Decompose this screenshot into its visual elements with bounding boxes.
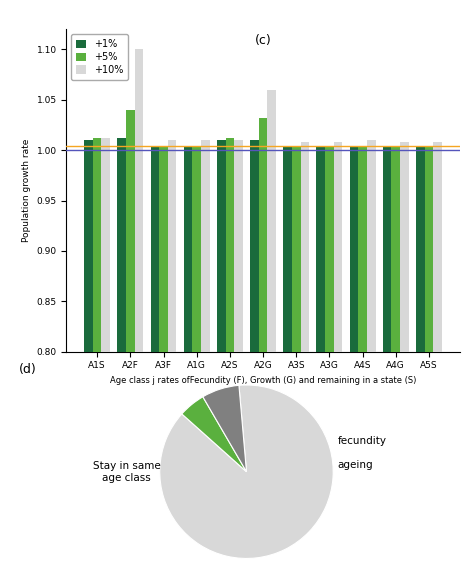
Bar <box>301 142 309 586</box>
Bar <box>184 146 192 586</box>
Bar <box>334 142 342 586</box>
Bar <box>358 146 367 586</box>
Bar <box>292 146 301 586</box>
Bar <box>93 138 101 586</box>
Bar <box>226 138 234 586</box>
Bar <box>168 140 176 586</box>
Bar <box>250 140 259 586</box>
Text: (d): (d) <box>19 363 36 376</box>
Bar <box>159 146 168 586</box>
X-axis label: Age class j rates ofFecundity (F), Growth (G) and remaining in a state (S): Age class j rates ofFecundity (F), Growt… <box>110 376 416 385</box>
Y-axis label: Population growth rate: Population growth rate <box>22 139 31 242</box>
Bar <box>118 138 126 586</box>
Bar <box>267 90 276 586</box>
Wedge shape <box>182 397 246 472</box>
Text: Stay in same
age class: Stay in same age class <box>93 461 161 482</box>
Bar <box>201 140 210 586</box>
Bar <box>192 146 201 586</box>
Text: fecundity: fecundity <box>337 437 386 447</box>
Text: (c): (c) <box>255 34 272 47</box>
Bar <box>367 140 375 586</box>
Bar <box>101 138 110 586</box>
Bar <box>325 146 334 586</box>
Bar <box>383 146 392 586</box>
Bar <box>126 110 135 586</box>
Bar <box>433 142 442 586</box>
Bar <box>151 146 159 586</box>
Bar <box>400 142 409 586</box>
Bar <box>259 118 267 586</box>
Bar <box>283 146 292 586</box>
Bar <box>416 146 425 586</box>
Bar <box>425 146 433 586</box>
Wedge shape <box>203 386 246 472</box>
Bar <box>217 140 226 586</box>
Bar <box>234 140 243 586</box>
Legend: +1%, +5%, +10%: +1%, +5%, +10% <box>71 34 128 80</box>
Bar <box>350 146 358 586</box>
Bar <box>84 140 93 586</box>
Bar <box>317 146 325 586</box>
Wedge shape <box>160 385 333 558</box>
Bar <box>392 146 400 586</box>
Text: ageing: ageing <box>337 460 373 470</box>
Bar <box>135 49 143 586</box>
